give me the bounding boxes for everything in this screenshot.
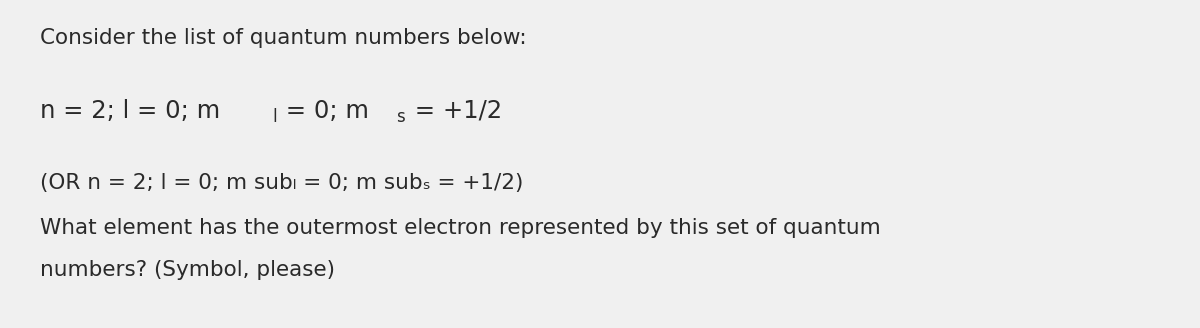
Text: = +1/2: = +1/2: [407, 99, 502, 123]
Text: l: l: [272, 108, 277, 126]
Text: = 0; m: = 0; m: [278, 99, 370, 123]
Text: (OR n = 2; l = 0; m subₗ = 0; m subₛ = +1/2): (OR n = 2; l = 0; m subₗ = 0; m subₛ = +…: [40, 173, 523, 193]
Text: n = 2; l = 0; m: n = 2; l = 0; m: [40, 99, 220, 123]
Text: Consider the list of quantum numbers below:: Consider the list of quantum numbers bel…: [40, 28, 527, 48]
Text: numbers? (Symbol, please): numbers? (Symbol, please): [40, 260, 335, 280]
Text: s: s: [396, 108, 404, 126]
Text: What element has the outermost electron represented by this set of quantum: What element has the outermost electron …: [40, 218, 881, 238]
